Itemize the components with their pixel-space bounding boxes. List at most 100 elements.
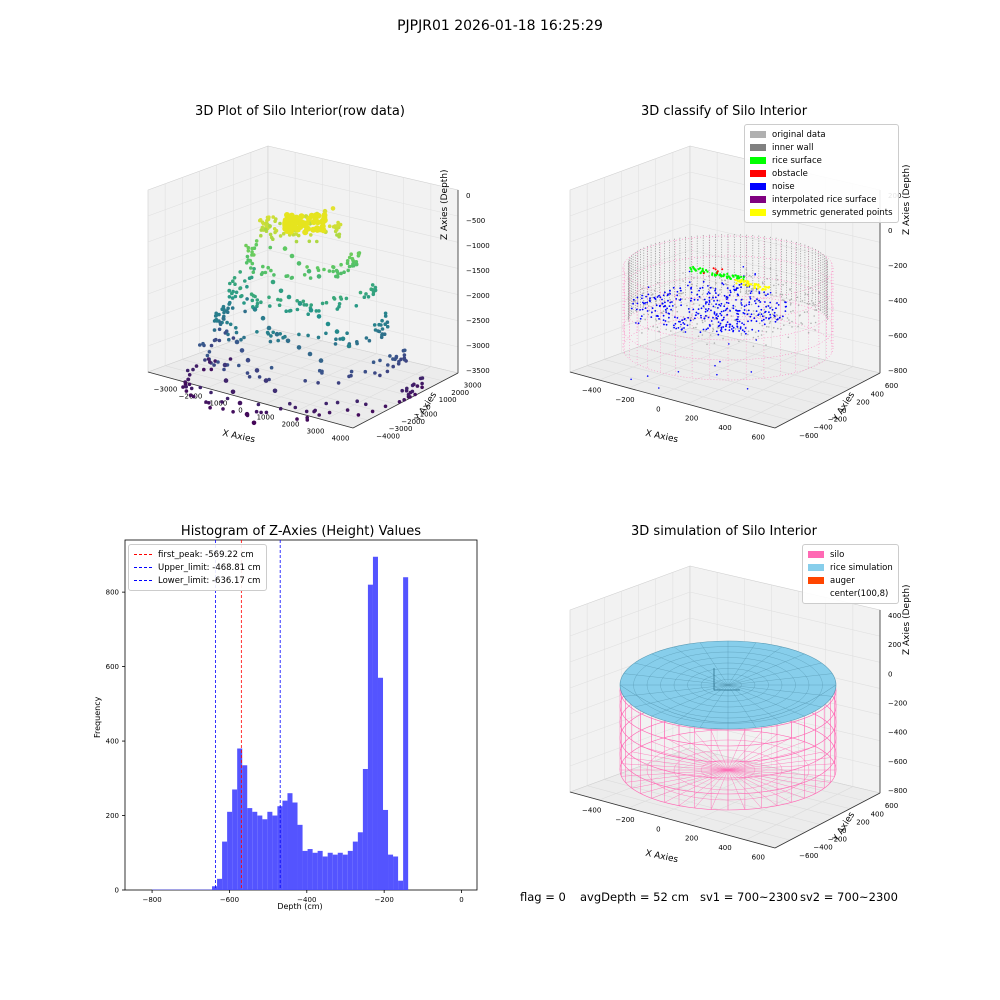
data-point [188, 393, 193, 398]
noise-point [707, 308, 710, 310]
noise-point [701, 286, 704, 289]
grid-line [569, 643, 691, 689]
original-data-point [699, 297, 702, 299]
data-point [336, 272, 340, 276]
noise-point [666, 307, 668, 310]
original-data-point [650, 312, 653, 314]
noise-point [749, 296, 751, 298]
noise-point [688, 270, 691, 273]
data-point [245, 254, 250, 259]
data-point [267, 223, 271, 228]
data-point [254, 239, 259, 243]
noise-point [702, 328, 705, 331]
original-data-point [648, 309, 651, 312]
data-point [331, 225, 336, 229]
data-point [268, 224, 272, 228]
noise-point [708, 303, 710, 306]
noise-point [700, 314, 702, 317]
silo-floor-spoke [727, 769, 762, 809]
rice-surface-point [726, 272, 729, 275]
data-point [202, 367, 206, 372]
data-point [231, 279, 235, 284]
symmetric-point [742, 283, 745, 286]
original-data-point [681, 298, 684, 300]
noise-point [758, 291, 761, 293]
data-point [266, 265, 271, 270]
noise-point [715, 314, 717, 316]
data-point [250, 253, 254, 257]
data-point [396, 362, 401, 366]
data-point [400, 388, 405, 393]
grid-line [569, 695, 691, 741]
noise-point [755, 310, 758, 312]
data-point [231, 410, 235, 414]
data-point [274, 228, 279, 233]
symmetric-point [749, 283, 752, 286]
legend-entry-upper-limit: Upper_limit: -468.81 cm [134, 561, 261, 574]
data-point [406, 394, 411, 399]
data-point [294, 226, 301, 233]
data-point [302, 229, 309, 236]
noise-point [719, 360, 721, 363]
data-point [212, 338, 217, 343]
data-point [288, 217, 295, 224]
data-point [309, 233, 313, 237]
data-point [393, 357, 397, 362]
legend-line [134, 580, 152, 581]
data-point [291, 232, 296, 237]
grid-line [147, 249, 269, 295]
noise-point [732, 326, 735, 329]
original-data-point [716, 272, 719, 275]
data-point [259, 272, 264, 277]
data-point [354, 260, 359, 264]
data-point [385, 320, 390, 325]
data-point [244, 411, 250, 417]
original-data-point [748, 312, 750, 315]
data-point [230, 389, 236, 395]
data-point [269, 268, 273, 273]
original-data-point [773, 284, 775, 287]
silo-floor-spoke [640, 746, 729, 771]
original-data-point [741, 298, 744, 301]
original-data-point [812, 292, 814, 295]
data-point [263, 226, 268, 231]
histogram-bar [282, 800, 288, 890]
rice-surface-point [701, 267, 704, 270]
original-data-point [736, 317, 739, 320]
grid-line [587, 785, 791, 841]
histogram-bar [332, 854, 338, 890]
data-point [272, 227, 277, 231]
original-data-point [662, 323, 665, 326]
data-point [320, 227, 327, 234]
noise-point [645, 295, 647, 298]
histogram-bar [287, 793, 293, 890]
data-point [261, 264, 265, 269]
data-point [339, 297, 344, 301]
rice-mesh-ring [633, 646, 823, 724]
data-point [237, 400, 243, 406]
z-tick-label: 0 [466, 192, 470, 200]
data-point [319, 223, 326, 230]
panel4-title: 3D simulation of Silo Interior [631, 524, 817, 539]
original-data-point [647, 328, 650, 330]
data-point [220, 307, 224, 312]
noise-point [655, 304, 658, 307]
data-point [364, 402, 368, 407]
data-point [376, 329, 380, 333]
data-point [306, 312, 311, 317]
noise-point [735, 287, 738, 290]
symmetric-point [761, 287, 765, 290]
noise-point [679, 299, 681, 301]
original-data-point [791, 320, 793, 323]
x-tick-label: 600 [752, 853, 765, 861]
data-point [212, 319, 217, 323]
data-point [335, 269, 340, 274]
data-point [251, 305, 255, 310]
histogram-bar [393, 856, 399, 890]
original-data-point [706, 343, 708, 346]
rice-surface-point [716, 270, 719, 273]
data-point [245, 297, 249, 301]
original-data-point [757, 335, 759, 338]
original-data-point [757, 300, 760, 302]
